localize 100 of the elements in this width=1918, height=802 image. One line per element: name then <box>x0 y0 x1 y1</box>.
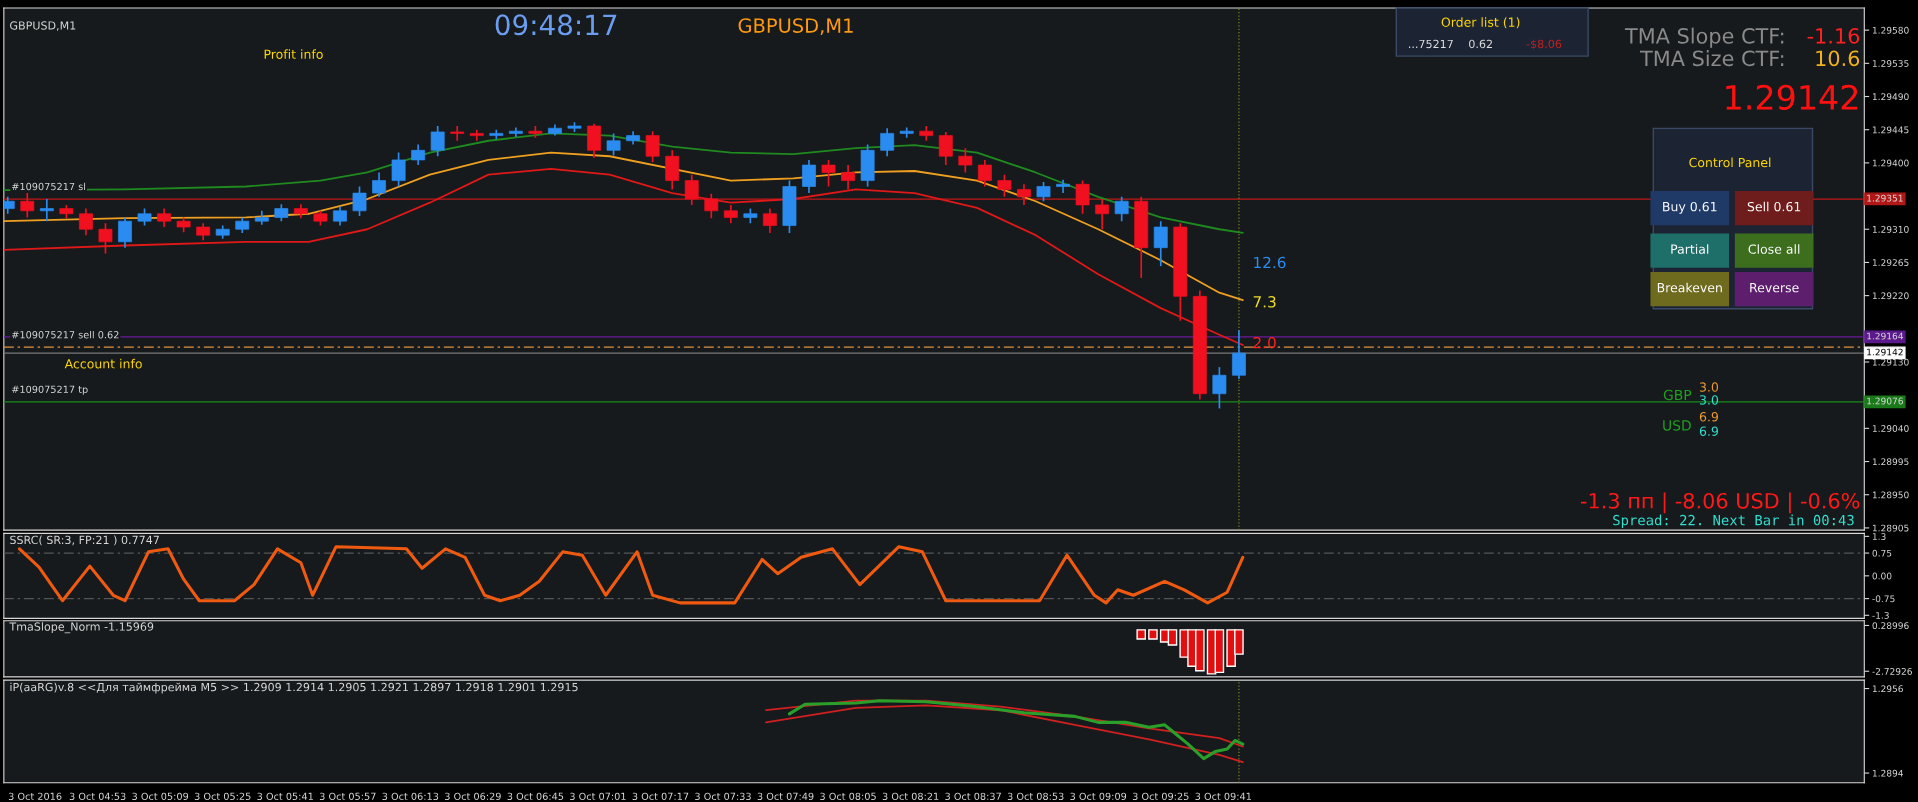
annotation: 6.9 <box>1699 426 1718 436</box>
annotation: GBP <box>1663 389 1692 401</box>
text: 1.29351 <box>1867 194 1903 202</box>
y-tick-label: 1.29220 <box>1872 292 1909 300</box>
y-tick-label: -2.72926 <box>1872 667 1912 675</box>
candlestick <box>938 131 953 166</box>
annotation: 7.3 <box>1253 296 1276 308</box>
annotation: Reverse <box>1750 283 1799 293</box>
text: GBPUSD,M1 <box>10 21 76 31</box>
y-tick-label: 1.28995 <box>1872 458 1909 466</box>
annotation: Spread: 22. Next Bar in 00:43 <box>1613 514 1854 529</box>
y-tick-label: -1.3 <box>1872 612 1889 619</box>
candlestick <box>1153 220 1168 267</box>
y-tick-label: 1.2956 <box>1872 685 1903 693</box>
annotation: 3.0 <box>1699 382 1719 392</box>
candlestick <box>430 125 445 158</box>
candlestick <box>880 127 895 158</box>
y-tick-label: 1.29490 <box>1872 93 1909 101</box>
x-tick-label: 3 Oct 08:37 <box>945 792 1001 800</box>
y-tick-label: 0.75 <box>1872 549 1892 557</box>
text: 1.29164 <box>1867 332 1904 340</box>
chart-title: SSRC( SR:3, FP:21 ) 0.7747 <box>10 535 159 546</box>
annotation: 3.0 <box>1699 395 1719 405</box>
candlestick <box>411 143 426 166</box>
annotation: -$8.06 <box>1526 39 1562 50</box>
annotation: 2.0 <box>1253 336 1276 349</box>
candlestick <box>841 164 855 191</box>
x-tick-label: 3 Oct 05:09 <box>132 792 189 800</box>
candlestick <box>20 192 35 219</box>
candlestick <box>606 132 621 157</box>
annotation: Breakeven <box>1657 282 1722 293</box>
y-tick-label: 0.28996 <box>1872 622 1909 630</box>
annotation: -1.16 <box>1807 27 1860 44</box>
candlestick <box>1212 366 1227 410</box>
candlestick <box>1056 179 1070 194</box>
annotation: 1.29142 <box>1726 84 1858 110</box>
ref-line-label: #109075217 sl <box>12 182 86 191</box>
annotation: 0.62 <box>1469 39 1492 49</box>
y-tick-label: 1.28950 <box>1872 491 1909 499</box>
annotation: 6.9 <box>1699 412 1718 422</box>
annotation: Buy 0.61 <box>1663 201 1717 214</box>
x-tick-label: 3 Oct 06:13 <box>382 792 439 800</box>
annotation: Partial <box>1671 244 1709 254</box>
annotation: Control Panel <box>1689 157 1771 168</box>
chart-title: TmaSlope_Norm -1.15969 <box>9 622 154 634</box>
line-series <box>3 151 1244 301</box>
x-tick-label: 3 Oct 09:09 <box>1070 792 1127 800</box>
y-tick-label: 1.29445 <box>1872 126 1909 134</box>
y-tick-label: 1.29535 <box>1872 60 1909 67</box>
annotation: ...75217 <box>1409 39 1453 49</box>
candlestick <box>352 185 367 217</box>
candlestick <box>802 159 816 194</box>
candlestick <box>79 207 93 236</box>
x-tick-label: 3 Oct 05:41 <box>257 792 313 800</box>
y-tick-label: -0.75 <box>1872 595 1895 603</box>
annotation: Order list (1) <box>1441 17 1520 29</box>
x-tick-label: 3 Oct 06:45 <box>507 792 564 800</box>
candlestick <box>977 159 992 188</box>
candlestick <box>98 222 113 255</box>
y-tick-label: 1.29310 <box>1872 225 1909 233</box>
annotation: GBPUSD,M1 <box>738 18 853 35</box>
y-tick-label: 1.2894 <box>1872 769 1904 777</box>
annotation: TMA Size CTF: <box>1639 50 1784 67</box>
line-series <box>765 704 1244 764</box>
x-tick-label: 3 Oct 07:17 <box>632 792 689 800</box>
y-tick-label: 1.28905 <box>1872 524 1909 532</box>
candlestick <box>157 207 171 228</box>
y-tick-label: 1.29040 <box>1872 425 1909 432</box>
candlestick <box>704 193 719 220</box>
candlestick <box>762 207 777 234</box>
candlestick <box>1114 195 1129 222</box>
line-series <box>17 545 1245 605</box>
x-tick-label: 3 Oct 04:53 <box>69 792 126 800</box>
y-tick-label: 1.29130 <box>1872 358 1909 366</box>
x-tick-label: 3 Oct 2016 <box>8 792 62 800</box>
annotation: TMA Slope CTF: <box>1624 27 1784 48</box>
annotation: 12.6 <box>1254 256 1286 269</box>
candlestick <box>39 198 54 222</box>
candlestick <box>1095 198 1110 231</box>
annotation: Close all <box>1748 244 1800 254</box>
candlestick <box>821 159 836 188</box>
y-tick-label: 1.29580 <box>1872 26 1909 34</box>
candlestick <box>391 151 406 188</box>
x-tick-label: 3 Oct 07:01 <box>570 792 626 800</box>
candlestick <box>899 126 914 139</box>
text: 1.29142 <box>1867 348 1903 356</box>
y-tick-label: 1.3 <box>1872 533 1886 540</box>
annotation: Account info <box>64 358 142 369</box>
x-tick-label: 3 Oct 08:05 <box>820 792 876 800</box>
x-tick-label: 3 Oct 08:53 <box>1007 792 1064 800</box>
annotation: 10.6 <box>1816 50 1860 67</box>
candlestick <box>958 147 973 174</box>
x-tick-label: 3 Oct 06:29 <box>445 792 501 800</box>
annotation: Profit info <box>264 49 323 59</box>
candlestick <box>1036 181 1051 203</box>
candlestick <box>372 171 386 198</box>
candlestick <box>645 130 660 163</box>
x-tick-label: 3 Oct 09:25 <box>1132 792 1189 800</box>
candlestick <box>997 173 1012 198</box>
annotation: -1.3 пп | -8.06 USD | -0.6% <box>1580 492 1860 514</box>
